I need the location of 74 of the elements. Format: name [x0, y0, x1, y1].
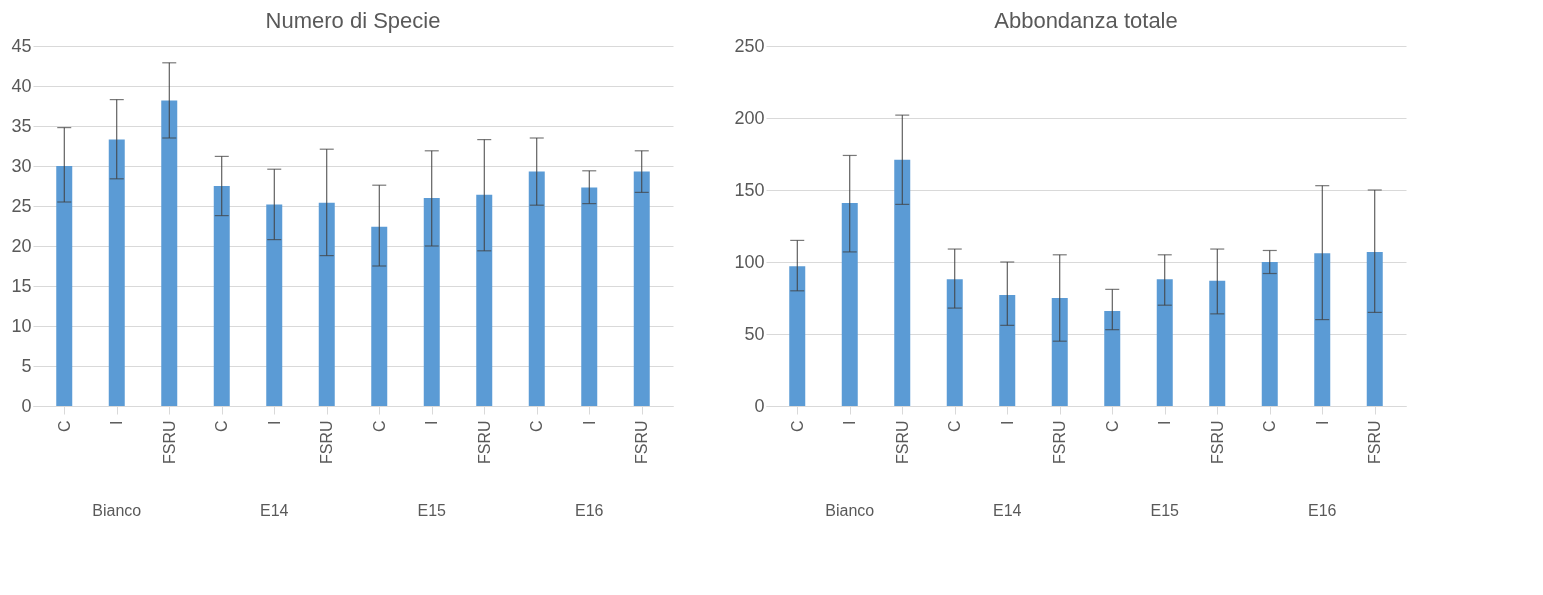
text: E15 [1150, 502, 1180, 519]
y-tick-label: 0 [754, 395, 765, 416]
y-tick-label: 150 [734, 179, 765, 200]
bar [161, 100, 178, 406]
x-tick-label: C [528, 420, 546, 433]
x-tick-label: FSRU [1208, 420, 1226, 465]
bar [1156, 279, 1173, 406]
bar [581, 187, 598, 406]
x-tick-label: C [1261, 420, 1279, 433]
text: E14 [260, 502, 289, 519]
chart-title: Abbondanza totale [994, 8, 1178, 33]
bar [56, 166, 73, 406]
bar [841, 202, 858, 406]
bar [213, 186, 230, 406]
y-tick-label: 20 [11, 235, 32, 256]
y-tick-label: 45 [11, 35, 32, 56]
text: Bianco [92, 502, 142, 519]
bar [1366, 251, 1383, 406]
x-tick-label: C [55, 420, 73, 433]
y-tick-label: 50 [744, 323, 765, 344]
bar [371, 226, 388, 406]
text: Bianco [825, 502, 875, 519]
bar [528, 171, 545, 406]
x-tick-label: FSRU [633, 420, 651, 465]
bar [423, 198, 440, 406]
text: E16 [1308, 502, 1337, 519]
x-tick-label: FSRU [1051, 420, 1069, 465]
y-tick-label: 10 [11, 315, 32, 336]
x-tick-label: C [946, 420, 964, 433]
bar [108, 139, 125, 406]
bar [1209, 280, 1226, 406]
text: E15 [417, 502, 447, 519]
x-tick-label: FSRU [1366, 420, 1384, 465]
x-tick-label: FSRU [160, 420, 178, 465]
x-tick-label: I [1313, 420, 1331, 425]
x-tick-label: I [580, 420, 598, 425]
bar [266, 204, 283, 406]
bar [789, 266, 806, 406]
x-tick-label: I [1156, 420, 1174, 425]
y-tick-label: 0 [21, 395, 32, 416]
x-tick-label: I [265, 420, 283, 425]
y-tick-label: 100 [734, 251, 765, 272]
bar [1051, 298, 1068, 406]
x-tick-label: C [370, 420, 388, 433]
y-tick-label: 250 [734, 35, 765, 56]
x-tick-label: FSRU [893, 420, 911, 465]
x-tick-label: I [998, 420, 1016, 425]
y-tick-label: 40 [11, 75, 32, 96]
bar [1261, 262, 1278, 406]
bar [633, 171, 650, 406]
x-tick-label: I [108, 420, 126, 425]
x-tick-label: FSRU [318, 420, 336, 465]
bar [999, 295, 1016, 406]
bar [318, 202, 335, 406]
x-tick-label: C [788, 420, 806, 433]
y-tick-label: 25 [11, 195, 32, 216]
chart-title: Numero di Specie [265, 8, 441, 33]
y-tick-label: 30 [11, 155, 32, 176]
text: E16 [575, 502, 604, 519]
x-tick-label: FSRU [475, 420, 493, 465]
x-tick-label: I [423, 420, 441, 425]
y-tick-label: 5 [21, 355, 32, 376]
y-tick-label: 200 [734, 107, 765, 128]
y-tick-label: 35 [11, 115, 32, 136]
bar [946, 279, 963, 406]
bar [1314, 253, 1331, 406]
y-tick-label: 15 [11, 275, 32, 296]
bar [894, 159, 911, 406]
x-tick-label: I [841, 420, 859, 425]
x-tick-label: C [213, 420, 231, 433]
bar [476, 194, 493, 406]
bar [1104, 310, 1121, 406]
x-tick-label: C [1103, 420, 1121, 433]
text: E14 [993, 502, 1022, 519]
